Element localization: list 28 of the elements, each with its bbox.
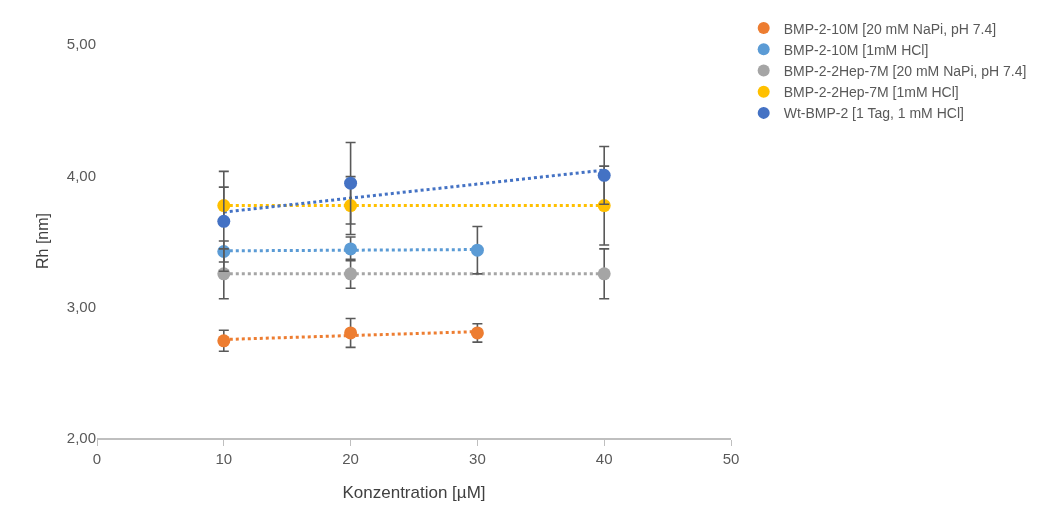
point <box>344 176 358 190</box>
point <box>217 214 231 228</box>
x-tick-label: 50 <box>722 449 740 467</box>
point <box>344 199 358 213</box>
legend-label: BMP-2-2Hep-7M [1mM HCl] <box>783 84 959 101</box>
point <box>217 334 231 348</box>
x-tick-label: 20 <box>342 449 359 467</box>
point <box>597 267 611 281</box>
point <box>344 326 358 340</box>
legend-label: BMP-2-2Hep-7M [20 mM NaPi, pH 7.4] <box>783 62 1027 79</box>
y-tick-label: 5,00 <box>66 35 96 53</box>
point <box>470 326 484 340</box>
x-tick-label: 40 <box>595 449 613 467</box>
point <box>344 267 358 281</box>
x-tick-label: 30 <box>469 449 486 467</box>
point <box>597 168 611 182</box>
x-tick-label: 10 <box>215 449 233 467</box>
x-axis-title: Konzentration [µM] <box>342 482 486 502</box>
legend-label: BMP-2-10M [1mM HCl] <box>783 41 929 58</box>
point <box>470 243 484 257</box>
legend-label: BMP-2-10M [20 mM NaPi, pH 7.4] <box>783 20 997 37</box>
y-tick-label: 2,00 <box>66 429 96 447</box>
legend-label: Wt-BMP-2 [1 Tag, 1 mM HCl] <box>783 105 964 122</box>
y-tick-label: 4,00 <box>66 166 96 184</box>
x-tick-label: 0 <box>92 449 102 467</box>
y-axis-title: Rh [nm] <box>33 212 51 270</box>
point <box>344 242 358 256</box>
y-tick-label: 3,00 <box>66 297 96 315</box>
